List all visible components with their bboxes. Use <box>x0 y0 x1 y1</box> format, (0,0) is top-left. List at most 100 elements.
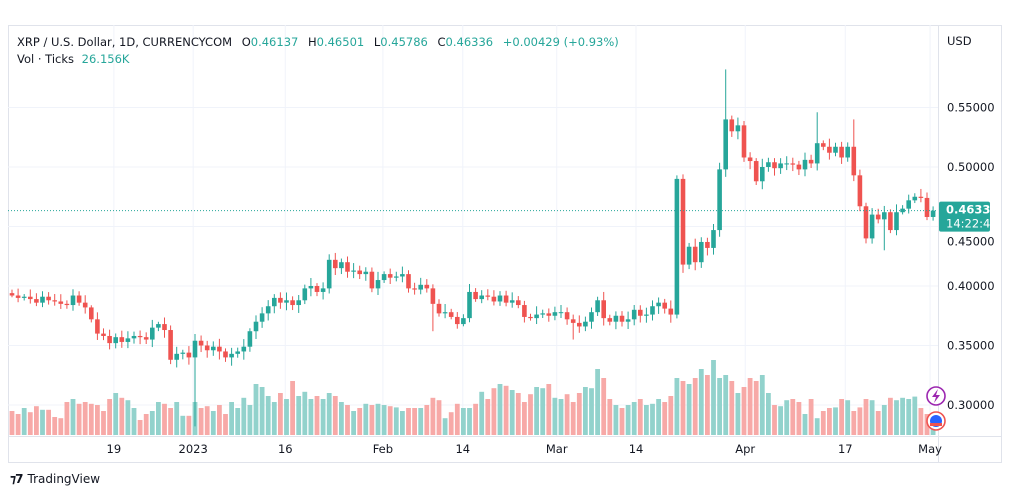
candle <box>540 309 545 319</box>
candle <box>650 300 655 321</box>
volume-bar <box>851 411 857 435</box>
volume-bar <box>656 399 661 435</box>
candle-body <box>375 280 381 289</box>
volume-bar <box>302 391 308 435</box>
candle <box>821 140 826 151</box>
candle <box>223 348 228 362</box>
candle-body <box>851 146 857 176</box>
candle-body <box>448 312 454 317</box>
candle <box>668 300 674 323</box>
price-tick-label: 0.30000 <box>947 398 995 412</box>
flag-icon[interactable] <box>926 411 946 431</box>
candle-body <box>699 241 704 263</box>
candle <box>882 205 887 251</box>
candle-body <box>406 274 411 289</box>
volume-bar <box>345 405 350 435</box>
volume-bar <box>753 381 759 435</box>
candle-body <box>76 295 82 303</box>
candle-body <box>296 300 301 306</box>
candle-body <box>875 214 881 220</box>
candle-body <box>125 338 131 342</box>
time-tick-label: Mar <box>546 442 568 456</box>
volume-bar <box>881 405 887 435</box>
volume-bar <box>210 411 216 435</box>
volume-bar <box>595 369 600 435</box>
candle-body <box>753 161 759 182</box>
candle <box>95 312 100 340</box>
candle-body <box>174 353 179 360</box>
candle-body <box>101 333 106 336</box>
candle <box>9 289 15 298</box>
volume-label[interactable]: Vol · Ticks <box>17 52 75 66</box>
candle <box>259 307 265 328</box>
time-axis[interactable]: 19 2023 16 Feb 14 Mar 14 Apr 17 May <box>107 442 943 456</box>
volume-bar <box>808 399 814 435</box>
candle-body <box>680 178 686 265</box>
symbol-title[interactable]: XRP / U.S. Dollar, 1D, CURRENCYCOM <box>17 35 233 49</box>
candle-body <box>808 159 814 164</box>
candle-body <box>241 346 247 352</box>
candle <box>186 346 192 365</box>
candle-body <box>631 309 637 320</box>
candle <box>869 208 875 244</box>
candle <box>631 304 637 326</box>
candle-body <box>467 291 472 319</box>
volume-bar <box>64 402 70 435</box>
candle <box>320 282 326 300</box>
candle-body <box>802 159 808 170</box>
volume-row: Vol · Ticks 26.156K <box>17 51 619 68</box>
volume-bar <box>650 403 655 435</box>
volume-bar <box>461 408 466 435</box>
volume-bar <box>82 402 88 435</box>
candle-body <box>564 312 570 320</box>
volume-bar <box>357 408 363 435</box>
price-axis[interactable]: 0.30000 0.35000 0.40000 0.45000 0.50000 0.550… <box>947 101 995 413</box>
candle-body <box>723 119 728 170</box>
volume-bar <box>814 418 820 435</box>
candle <box>503 290 509 307</box>
candle <box>772 158 777 176</box>
candle-body <box>686 246 692 265</box>
branding-text: TradingView <box>27 472 101 486</box>
price-tick-label: 0.40000 <box>947 279 995 293</box>
candle <box>583 316 588 332</box>
candle <box>461 314 466 327</box>
volume-series <box>9 360 936 435</box>
volume-bar <box>802 414 808 435</box>
volume-bar <box>784 400 790 435</box>
candle <box>552 306 558 321</box>
candle <box>272 294 277 314</box>
volume-bar <box>253 384 259 435</box>
volume-bar <box>759 375 765 435</box>
candle-body <box>284 300 289 303</box>
volume-bar <box>564 394 570 435</box>
volume-bar <box>558 399 564 435</box>
candle <box>589 307 594 329</box>
candle <box>217 338 222 360</box>
candle-body <box>577 322 582 327</box>
candle-body <box>308 286 314 289</box>
volume-bar <box>680 381 686 435</box>
candle <box>46 292 51 305</box>
time-tick-label: 17 <box>838 442 853 456</box>
candle-body <box>345 262 350 272</box>
volume-bar <box>906 399 912 435</box>
high-value: 0.46501 <box>316 35 365 49</box>
candle <box>52 294 57 306</box>
candle-body <box>497 295 503 302</box>
volume-bar <box>131 408 137 435</box>
volume-bar <box>540 388 546 435</box>
volume-bar <box>223 414 228 435</box>
tradingview-logo[interactable]: ⁊7 TradingView <box>10 472 100 486</box>
candle-body <box>552 312 558 316</box>
lightning-icon[interactable] <box>926 386 946 406</box>
candle <box>198 335 204 353</box>
volume-bar <box>76 403 82 435</box>
candle-body <box>650 306 655 315</box>
candle <box>235 347 240 358</box>
candle-body <box>546 313 552 316</box>
candle-body <box>278 297 283 303</box>
volume-bar <box>894 400 899 435</box>
candle-body <box>412 288 417 290</box>
